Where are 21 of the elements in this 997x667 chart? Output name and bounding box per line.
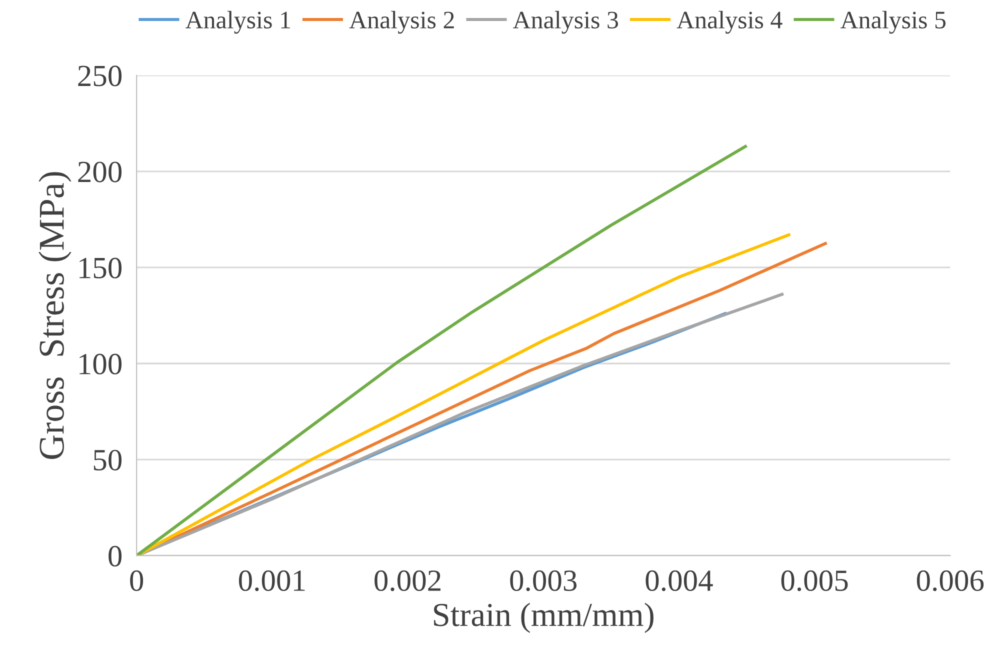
x-tick-label: 0: [130, 570, 144, 592]
y-tick-label: 50: [94, 450, 122, 470]
legend-label: Analysis 4: [676, 10, 782, 34]
y-tick-label: 250: [78, 66, 122, 86]
x-tick-label: 0.001: [238, 570, 305, 592]
y-tick-label: 100: [80, 354, 122, 374]
x-tick-label: 0.005: [781, 570, 848, 592]
x-tick-label: 0.003: [510, 570, 577, 592]
x-tick-label: 0.004: [646, 570, 713, 592]
x-axis-title: Strain (mm/mm): [434, 602, 654, 633]
x-tick-label: 0.006: [916, 570, 984, 592]
x-tick-label: 0.002: [374, 570, 440, 592]
legend-label: Analysis 1: [185, 10, 290, 34]
y-tick-label: 200: [78, 162, 122, 182]
legend-label: Analysis 5: [840, 10, 946, 34]
line-series: [136, 144, 747, 556]
legend-label: Analysis 3: [512, 10, 618, 34]
y-tick-label: 0: [108, 546, 122, 567]
legend-label: Analysis 2: [349, 10, 454, 34]
y-tick-label: 150: [80, 258, 122, 278]
y-axis-title: Gross Stress (MPa): [38, 172, 72, 459]
